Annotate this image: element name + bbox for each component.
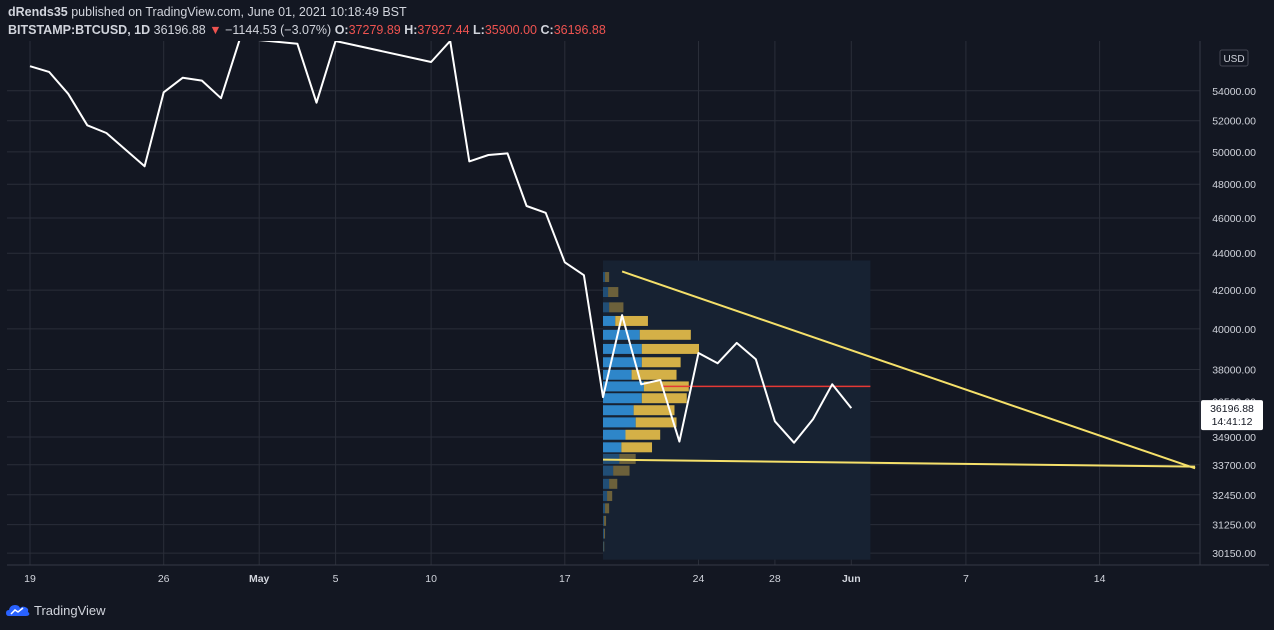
price-tick-label: 50000.00 bbox=[1212, 147, 1256, 159]
tradingview-logo[interactable]: TradingView bbox=[6, 602, 106, 618]
price-tick-label: 34900.00 bbox=[1212, 432, 1256, 444]
time-tick-label: 26 bbox=[158, 573, 170, 585]
last-price-badge-bg bbox=[1201, 400, 1263, 431]
open-label: O: bbox=[334, 23, 349, 37]
volume-profile-up-bar bbox=[603, 287, 609, 298]
volume-profile-up-bar bbox=[603, 381, 644, 392]
countdown-label: 14:41:12 bbox=[1212, 416, 1253, 428]
publish-info: dRends35 published on TradingView.com, J… bbox=[8, 5, 407, 19]
chart-header: dRends35 published on TradingView.com, J… bbox=[0, 0, 1274, 40]
volume-profile-up-bar bbox=[603, 315, 616, 326]
volume-profile-down-bar bbox=[621, 442, 653, 453]
price-tick-label: 42000.00 bbox=[1212, 285, 1256, 297]
time-tick-label: 17 bbox=[559, 573, 571, 585]
volume-profile-up-bar bbox=[603, 357, 642, 368]
last-price: 36196.88 bbox=[153, 23, 206, 37]
author-name[interactable]: dRends35 bbox=[8, 5, 68, 19]
volume-profile-up-bar bbox=[603, 442, 622, 453]
time-tick-label: Jun bbox=[842, 573, 861, 585]
volume-profile-down-bar bbox=[633, 405, 675, 416]
volume-profile-down-bar bbox=[607, 491, 613, 501]
currency-badge: USD bbox=[1219, 49, 1249, 67]
volume-profile-up-bar bbox=[603, 272, 606, 283]
chart-area[interactable]: USD 54000.00 52000.00 50000.00 48000.00 46000… bbox=[7, 41, 1269, 593]
volume-profile-up-bar bbox=[603, 393, 642, 404]
volume-profile-up-bar bbox=[603, 369, 632, 380]
price-tick-label: 48000.00 bbox=[1212, 179, 1256, 191]
price-tick-label: 54000.00 bbox=[1212, 86, 1256, 98]
close-label: C: bbox=[540, 23, 554, 37]
volume-profile-down-bar bbox=[604, 515, 607, 526]
currency-label: USD bbox=[1223, 54, 1244, 65]
price-tick-label: 38000.00 bbox=[1212, 365, 1256, 377]
volume-profile-up-bar bbox=[603, 503, 606, 514]
high-value: 37927.44 bbox=[417, 23, 470, 37]
volume-profile-up-bar bbox=[603, 465, 614, 476]
volume-profile-down-bar bbox=[641, 393, 687, 404]
price-tick-label: 30150.00 bbox=[1212, 548, 1256, 560]
volume-profile-up-bar bbox=[603, 429, 626, 440]
volume-profile-down-bar bbox=[603, 541, 605, 552]
time-tick-label: 28 bbox=[769, 573, 781, 585]
time-tick-label: 5 bbox=[333, 573, 339, 585]
volume-profile-down-bar bbox=[605, 272, 610, 283]
price-tick-label: 31250.00 bbox=[1212, 520, 1256, 532]
down-arrow-icon: ▼ bbox=[209, 23, 222, 37]
time-tick-label: 10 bbox=[425, 573, 437, 585]
volume-profile-down-bar bbox=[631, 369, 677, 380]
close-value: 36196.88 bbox=[553, 23, 606, 37]
low-value: 35900.00 bbox=[484, 23, 537, 37]
price-tick-label: 46000.00 bbox=[1212, 213, 1256, 225]
time-tick-label: 7 bbox=[963, 573, 969, 585]
volume-profile-down-bar bbox=[605, 503, 610, 514]
price-tick-label: 33700.00 bbox=[1212, 460, 1256, 472]
volume-profile-down-bar bbox=[608, 287, 619, 298]
volume-profile-up-bar bbox=[603, 478, 610, 489]
volume-profile-down-bar bbox=[609, 302, 624, 313]
volume-profile-up-bar bbox=[603, 329, 640, 340]
volume-profile-up-bar bbox=[603, 541, 604, 552]
price-tick-label: 52000.00 bbox=[1212, 116, 1256, 128]
open-value: 37279.89 bbox=[348, 23, 401, 37]
volume-profile-down-bar bbox=[639, 329, 691, 340]
price-tick-label: 44000.00 bbox=[1212, 248, 1256, 260]
support-trendline bbox=[602, 458, 1196, 468]
descending-trendline bbox=[621, 270, 1196, 470]
time-tick-label: May bbox=[249, 573, 270, 585]
volume-profile-down-bar bbox=[604, 528, 606, 539]
price-chart[interactable]: USD 54000.00 52000.00 50000.00 48000.00 46000… bbox=[7, 41, 1269, 593]
volume-profile-down-bar bbox=[613, 465, 630, 476]
tradingview-cloud-icon bbox=[6, 605, 30, 616]
time-tick-label: 14 bbox=[1094, 573, 1106, 585]
published-text: published on TradingView.com, June 01, 2… bbox=[71, 5, 407, 19]
price-tick-label: 32450.00 bbox=[1212, 490, 1256, 502]
time-tick-label: 24 bbox=[693, 573, 705, 585]
high-label: H: bbox=[404, 23, 418, 37]
volume-profile-down-bar bbox=[625, 429, 661, 440]
volume-profile-up-bar bbox=[603, 405, 634, 416]
price-line bbox=[29, 41, 853, 444]
volume-profile-up-bar bbox=[603, 343, 642, 354]
volume-profile-up-bar bbox=[603, 528, 605, 539]
symbol-name[interactable]: BITSTAMP:BTCUSD, 1D bbox=[8, 23, 151, 37]
volume-profile-down-bar bbox=[609, 478, 618, 489]
symbol-legend: BITSTAMP:BTCUSD, 1D 36196.88 ▼ −1144.53 … bbox=[8, 23, 606, 37]
price-change: −1144.53 (−3.07%) bbox=[225, 23, 332, 37]
volume-profile-up-bar bbox=[603, 491, 608, 501]
volume-profile-down-bar bbox=[641, 357, 681, 368]
time-tick-label: 19 bbox=[24, 573, 36, 585]
volume-profile-up-bar bbox=[603, 302, 610, 313]
volume-profile-down-bar bbox=[641, 343, 699, 354]
low-label: L: bbox=[473, 23, 485, 37]
footer: TradingView bbox=[0, 594, 1274, 630]
currency-badge-border bbox=[1219, 49, 1249, 67]
price-tick-label: 40000.00 bbox=[1212, 324, 1256, 336]
volume-profile-up-bar bbox=[603, 417, 636, 428]
volume-profile-up-bar bbox=[603, 515, 605, 526]
volume-profile-down-bar bbox=[615, 315, 648, 326]
last-price-label: 36196.88 bbox=[1210, 403, 1254, 415]
brand-name: TradingView bbox=[34, 602, 106, 618]
volume-profile-down-bar bbox=[635, 417, 677, 428]
